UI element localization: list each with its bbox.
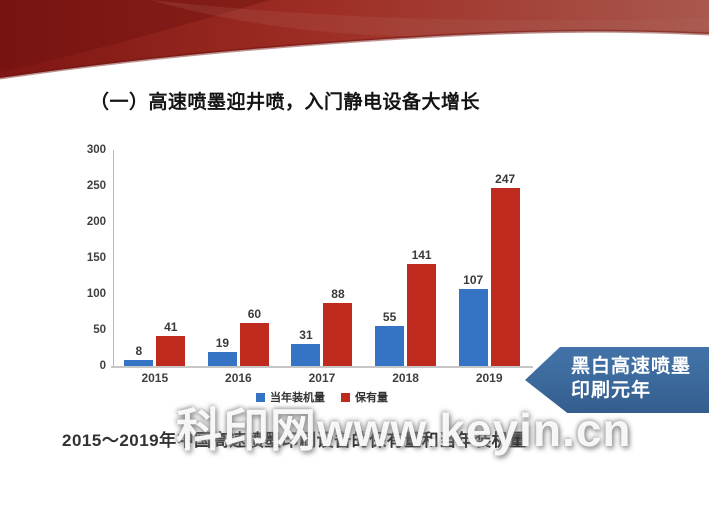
x-axis-label-2019: 2019 [475,371,503,385]
bar-当年装机量-2019 [458,288,488,366]
annotation-arrow-banner: 黑白高速喷墨 印刷元年 [525,347,709,413]
bar-value-label: 31 [299,327,313,342]
bar-保有量-2016 [239,322,269,366]
bar-column: 88 [323,150,353,366]
bar-column: 19 [207,150,237,366]
bar-value-label: 60 [247,306,262,321]
plot-area: 8 41 19 60 31 88 55 141 107 247 [113,150,531,366]
y-tick-label: 50 [93,323,106,336]
swoosh-highlight [150,0,709,37]
bar-value-label: 107 [463,272,484,287]
y-tick-label: 250 [86,179,106,192]
annotation-text: 黑白高速喷墨 印刷元年 [571,355,691,403]
x-axis-label-2015: 2015 [141,371,169,385]
bar-当年装机量-2017 [291,343,321,366]
bar-column: 55 [375,150,405,366]
bar-column: 31 [291,150,321,366]
bar-column: 41 [156,150,186,366]
annotation-line-1: 黑白高速喷墨 [571,356,692,377]
legend-swatch-icon [341,392,350,402]
bar-value-label: 41 [164,320,178,335]
legend-label: 当年装机量 [270,392,325,404]
bar-column: 8 [124,150,154,366]
y-tick-label: 300 [86,143,106,156]
bar-value-label: 88 [331,286,345,301]
bar-value-label: 19 [215,336,230,351]
bar-保有量-2015 [156,336,186,366]
legend-item: 保有量 [341,389,388,405]
bar-保有量-2019 [490,188,520,366]
bar-column: 141 [407,150,437,366]
bar-value-label: 55 [382,310,397,325]
bar-group-2019: 107 247 [447,150,531,366]
legend-swatch-icon [256,392,265,402]
bar-group-2016: 19 60 [197,150,281,366]
bar-column: 60 [239,150,269,366]
bar-column: 247 [490,150,520,366]
bar-当年装机量-2015 [124,360,154,366]
swoosh-dark-overlay [0,0,270,72]
chart-caption: 2015～2019年中国高速喷墨印刷设备的保有量和当年装机量 [62,431,527,450]
swoosh-edge-line [0,29,709,80]
y-tick-label: 200 [86,215,106,228]
bar-value-label: 141 [411,248,432,263]
bar-保有量-2018 [407,264,437,366]
x-axis-label-2017: 2017 [308,371,336,385]
x-axis-line [111,366,533,368]
y-tick-label: 0 [99,359,106,372]
x-axis-label-2018: 2018 [392,371,419,385]
bar-column: 107 [458,150,488,366]
annotation-line-2: 印刷元年 [571,380,652,401]
bar-group-2015: 8 41 [113,150,197,366]
bar-group-2017: 31 88 [280,150,364,366]
y-tick-label: 100 [86,287,106,300]
header-swoosh-decoration [0,0,709,80]
bar-group-2018: 55 141 [364,150,448,366]
chart-legend: 当年装机量 保有量 [113,389,531,405]
bar-value-label: 8 [135,344,143,359]
x-axis-label-2016: 2016 [225,371,252,385]
x-axis-category-labels: 2015 2016 2017 2018 2019 [113,371,531,385]
swoosh-main-band [0,0,709,78]
legend-item: 当年装机量 [256,389,325,405]
slide-title: （一）高速喷墨迎井喷，入门静电设备大增长 [90,92,481,113]
y-axis-line [113,150,114,367]
bar-value-label: 247 [495,172,516,187]
y-tick-label: 150 [86,251,106,264]
bar-当年装机量-2016 [207,352,237,366]
legend-label: 保有量 [355,392,388,404]
bar-当年装机量-2018 [375,326,405,366]
bar-保有量-2017 [323,302,353,366]
